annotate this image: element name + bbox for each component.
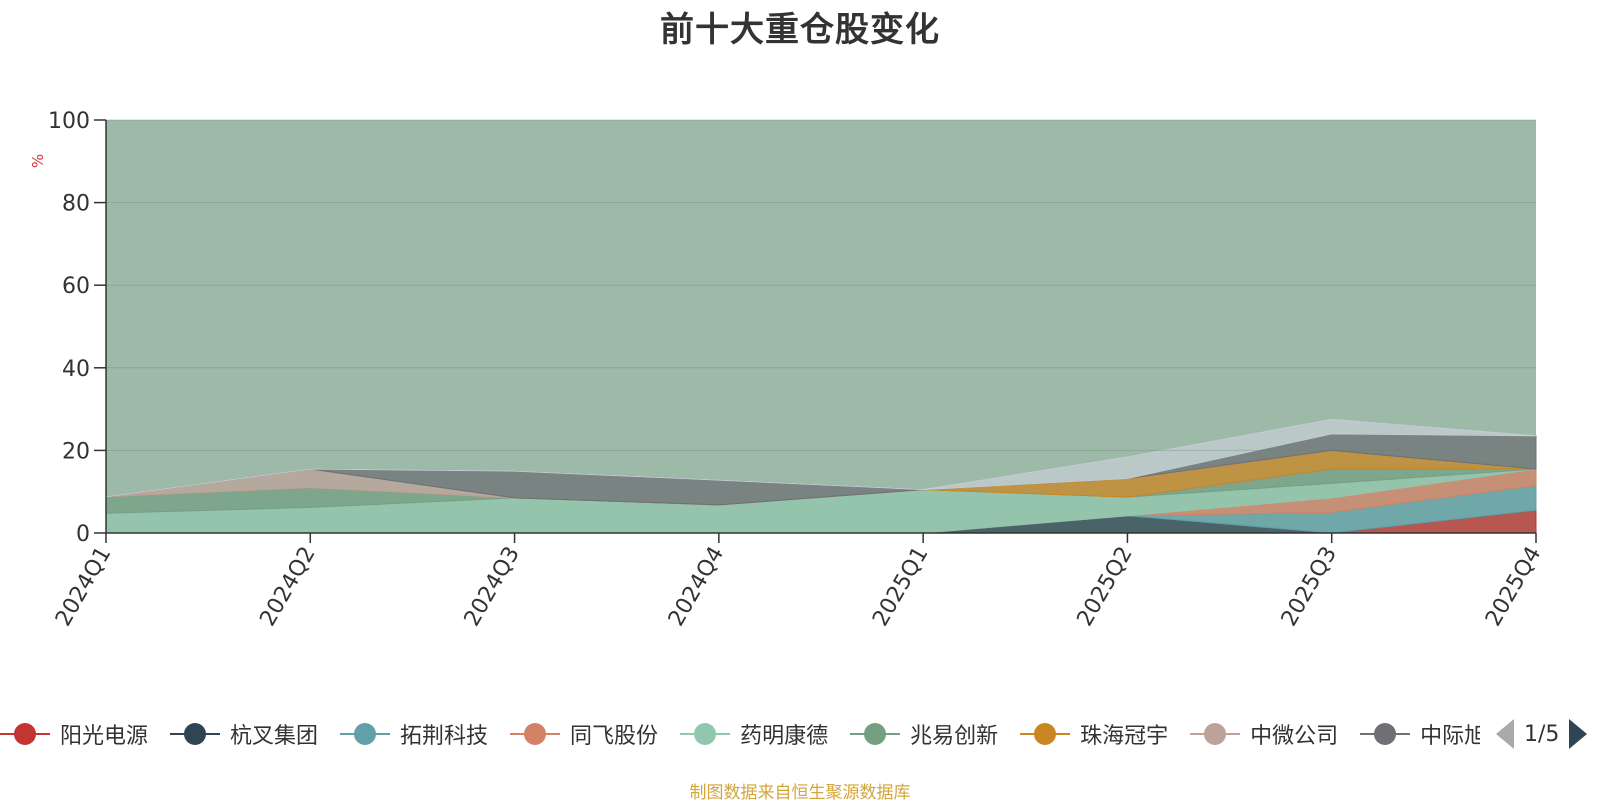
legend-pager: 1/5 (1496, 716, 1600, 752)
y-tick-label: 40 (62, 357, 90, 382)
legend-item[interactable]: 同飞股份 (510, 712, 658, 756)
x-tick-label: 2025Q1 (868, 543, 933, 631)
legend-marker-icon (1020, 712, 1071, 756)
x-tick-label: 2024Q1 (51, 543, 116, 631)
area-layers (105, 120, 1537, 534)
x-tick-label: 2025Q3 (1277, 543, 1342, 631)
y-tick-label: 60 (62, 274, 90, 299)
legend-page-indicator: 1/5 (1524, 721, 1560, 747)
y-tick-label: 80 (62, 192, 90, 217)
legend-marker-icon (340, 712, 391, 756)
x-tick-label: 2025Q4 (1481, 543, 1546, 631)
legend-marker-icon (850, 712, 901, 756)
legend-item[interactable]: 中际旭创 (1360, 712, 1480, 756)
legend-item[interactable]: 阳光电源 (0, 712, 148, 756)
legend-item[interactable]: 中微公司 (1190, 712, 1338, 756)
legend-item[interactable]: 拓荆科技 (340, 712, 488, 756)
legend-marker-icon (510, 712, 561, 756)
legend-label: 兆易创新 (910, 724, 999, 749)
legend-marker-icon (0, 712, 50, 756)
legend-next-page-icon[interactable] (1569, 719, 1588, 749)
y-tick-label: 20 (62, 439, 90, 464)
legend-item[interactable]: 珠海冠宇 (1020, 712, 1168, 756)
legend-label: 同飞股份 (570, 724, 659, 749)
legend-label: 珠海冠宇 (1080, 724, 1169, 749)
stacked-area-chart: 0 20 40 60 80 100 2024Q1 2024Q2 2024Q3 2024Q4 2025… (29, 109, 1546, 631)
chart-title: 前十大重仓股变化 (660, 10, 940, 50)
y-axis-label: % (29, 154, 47, 168)
legend-item[interactable]: 药明康德 (680, 712, 828, 756)
legend-marker-icon (170, 712, 221, 756)
legend-marker-icon (1190, 712, 1241, 756)
legend-item[interactable]: 兆易创新 (850, 712, 998, 756)
legend-label: 中微公司 (1250, 724, 1339, 749)
legend-label: 阳光电源 (60, 724, 149, 749)
area-series-10[interactable] (105, 418, 1537, 498)
y-tick-label: 100 (48, 109, 90, 134)
legend-label: 中际旭创 (1420, 724, 1480, 749)
x-tick-label: 2024Q3 (460, 543, 525, 631)
y-tick-label: 0 (76, 522, 90, 547)
legend-marker-icon (1360, 712, 1411, 756)
x-tick-label: 2024Q2 (255, 543, 320, 631)
source-note: 制图数据来自恒生聚源数据库 (689, 783, 911, 803)
x-tick-label: 2025Q2 (1073, 543, 1138, 631)
legend-label: 杭叉集团 (230, 724, 319, 749)
legend-item[interactable]: 杭叉集团 (170, 712, 318, 756)
legend-marker-icon (680, 712, 731, 756)
x-tick-label: 2024Q4 (664, 543, 729, 631)
legend-prev-page-icon[interactable] (1496, 719, 1514, 749)
legend: 阳光电源杭叉集团拓荆科技同飞股份药明康德兆易创新珠海冠宇中微公司中际旭创宁德时代 (0, 712, 1480, 756)
legend-label: 拓荆科技 (400, 724, 489, 749)
legend-label: 药明康德 (740, 724, 829, 749)
grid-lines (106, 119, 1536, 451)
